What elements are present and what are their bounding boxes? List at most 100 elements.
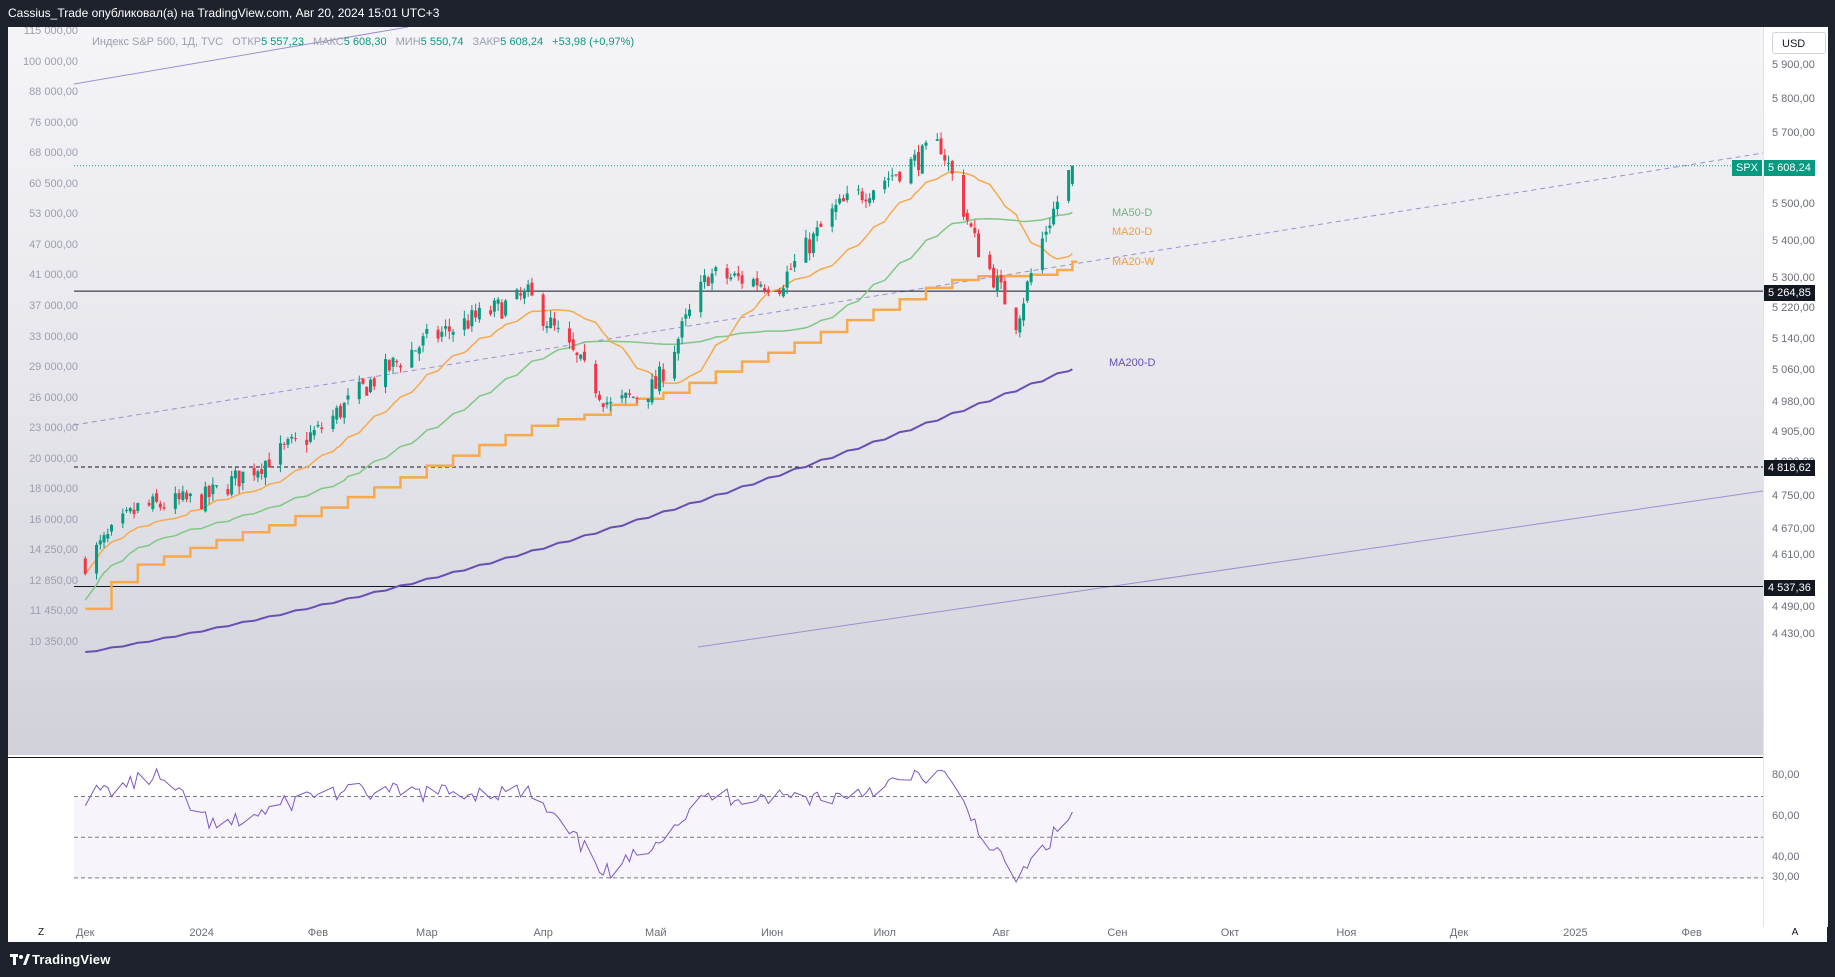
candle-body [158,503,162,508]
legend-close-value: 5 608,24 [500,36,544,48]
candle-body [1040,238,1044,271]
candle-body [316,424,320,427]
candle-body [1070,165,1074,184]
right-scale-tick: 4 980,00 [1772,395,1815,408]
candle-body [462,318,466,330]
candle-body [361,378,365,384]
currency-button[interactable]: USD [1772,32,1826,54]
candle-body [256,471,260,478]
resistance-level-tag: 5 264,85 [1764,285,1815,301]
candle-body [860,191,864,201]
ma50d-line [84,211,1073,601]
right-scale-tick: 5 700,00 [1772,127,1815,140]
candle-body [890,175,894,177]
last-price-tag: 5 608,24 [1764,160,1815,176]
candle-body [864,199,868,202]
candle-body [237,470,241,487]
candle-body [1003,281,1007,305]
candle-body [83,558,87,574]
ma200d-label: MA200-D [1109,357,1156,369]
main-price-pane[interactable]: 115 000,00 100 000,00 88 000,00 76 000,00 68… [8,27,1763,755]
chart-frame: 115 000,00 100 000,00 88 000,00 76 000,00 68… [8,27,1828,942]
right-scale-tick: 5 140,00 [1772,332,1815,345]
candle-body [917,152,920,171]
legend-low-label: МИН [395,36,421,48]
time-axis-tick: Май [644,927,667,939]
candle-body [125,510,129,512]
legend-low-value: 5 550,74 [420,36,464,48]
candle-body [552,318,556,326]
candle-body [335,407,339,420]
candle-body [549,317,553,329]
candle-body [545,326,549,329]
right-scale-tick: 4 905,00 [1772,425,1815,438]
left-price-scale[interactable]: 115 000,00 100 000,00 88 000,00 76 000,00 68… [8,27,80,755]
candle-body [1067,170,1071,201]
time-axis-tick: Фев [307,927,329,939]
ma20d-line [84,170,1073,575]
left-scale-tick: 115 000,00 [23,27,78,37]
candle-body [654,376,658,389]
candle-body [147,502,151,506]
candle-body [414,350,418,352]
candle-body [740,275,744,284]
candle-body [935,139,939,141]
lower-channel-line [697,490,1763,648]
ma200d-line [85,368,1073,653]
candle-body [252,467,256,476]
candle-body [871,190,875,200]
candle-body [597,394,601,400]
log-scale-toggle-button[interactable]: Z [37,927,45,938]
low-support-level-tag: 4 537,36 [1764,580,1815,596]
candle-body [736,273,740,277]
candle-body [950,161,954,174]
candle-body [815,227,819,237]
candle-body [793,261,797,268]
left-scale-tick: 10 350,00 [29,636,78,648]
candle-body [781,288,785,297]
rsi-scale-tick: 60,00 [1772,809,1800,822]
candle-body [995,276,999,292]
candle-body [519,293,523,296]
candle-body [369,379,373,393]
candle-body [342,402,346,418]
candle-body [999,275,1003,283]
right-scale-tick: 5 400,00 [1772,234,1815,247]
candle-body [594,363,598,394]
mid-channel-dashed-line [73,152,1763,426]
left-scale-tick: 23 000,00 [29,422,78,435]
legend-high-label: МАКС [313,36,344,48]
candle-body [624,392,628,398]
rsi-scale-tick: 80,00 [1772,769,1800,782]
candle-body [338,405,342,418]
candle-body [365,386,369,396]
candle-body [451,331,455,335]
candle-body [710,273,714,284]
candle-body [346,395,350,400]
auto-scale-button[interactable]: A [1791,927,1799,938]
time-axis-tick: Июн [760,927,784,939]
right-scale-tick: 4 670,00 [1772,523,1815,536]
left-scale-tick: 37 000,00 [29,299,78,312]
candle-body [894,174,898,176]
left-scale-tick: 16 000,00 [29,513,78,526]
time-axis[interactable]: Дек 2024 Фев Мар Апр Май Июн Июл Авг Сен Окт Ноя Дек… [8,927,1827,942]
candle-body [845,193,849,201]
candle-body [763,288,767,291]
left-scale-tick: 76 000,00 [29,116,78,129]
right-scale-tick: 4 750,00 [1772,489,1815,502]
candle-body [391,357,395,367]
right-scale-tick: 5 500,00 [1772,198,1815,211]
candle-body [290,436,294,439]
candle-body [909,159,913,184]
time-axis-tick: Фев [1681,927,1702,939]
candle-body [185,492,189,500]
legend-high-value: 5 608,30 [343,36,387,48]
rsi-scale-tick: 30,00 [1772,870,1800,883]
candle-body [1044,231,1048,235]
rsi-pane[interactable] [8,757,1763,928]
candle-body [631,396,635,398]
time-axis-tick: 2025 [1563,927,1588,939]
right-price-scale[interactable]: USD 5 900,005 800,005 700,005 600,005 50… [1763,27,1828,927]
candle-body [504,300,508,316]
